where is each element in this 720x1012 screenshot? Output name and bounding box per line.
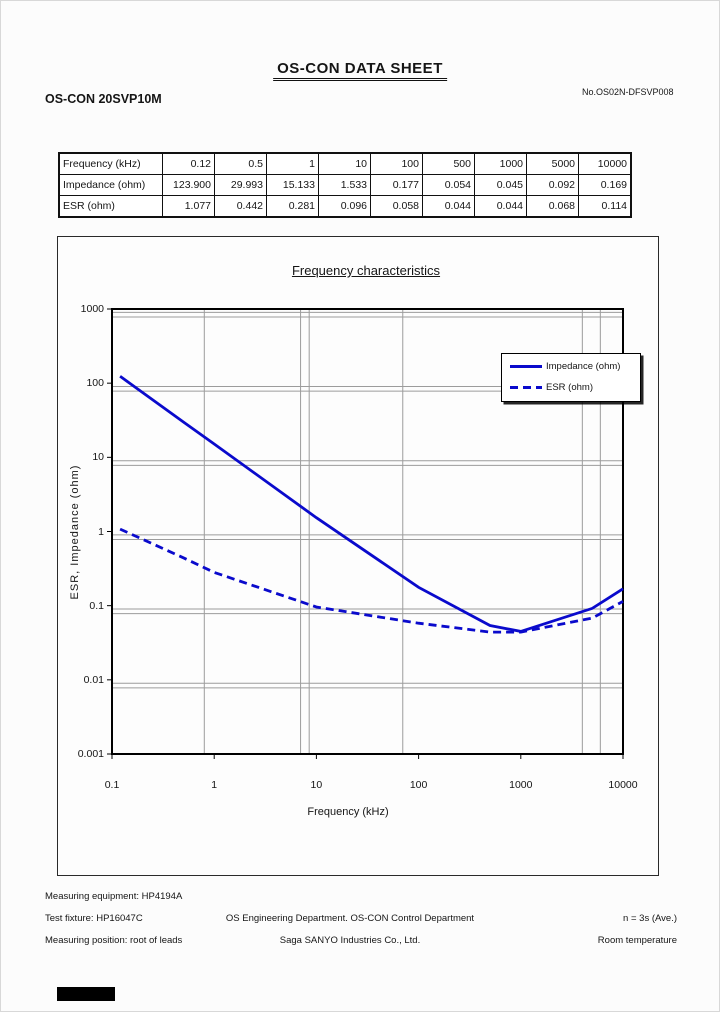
x-tick-label: 10000: [608, 779, 638, 791]
table-cell: 10: [318, 152, 371, 175]
table-row: ESR (ohm) 1.077 0.442 0.281 0.096 0.058 0.044 0…: [58, 195, 632, 218]
row-label: ESR (ohm): [58, 195, 163, 218]
document-title: OS-CON DATA SHEET: [273, 60, 447, 81]
y-tick-label: 0.001: [77, 748, 104, 760]
table-cell: 1000: [474, 152, 527, 175]
y-tick-label: 10: [92, 451, 104, 464]
footer-right-line: n = 3s (Ave.): [623, 913, 677, 924]
table-cell: 0.045: [474, 174, 527, 196]
series-esr: [119, 527, 624, 634]
table-cell: 0.281: [266, 195, 319, 218]
table-cell: 5000: [526, 152, 579, 175]
table-cell: 500: [422, 152, 475, 175]
legend-item-esr: ESR (ohm): [510, 381, 634, 394]
x-axis-label: Frequency (kHz): [307, 806, 389, 818]
table-cell: 15.133: [266, 174, 319, 196]
footer-left-line: Measuring position: root of leads: [45, 935, 183, 946]
footer-left-line: Test fixture: HP16047C: [45, 913, 143, 924]
table-cell: 0.12: [162, 152, 215, 175]
table-cell: 0.068: [526, 195, 579, 218]
y-tick-label: 0.1: [89, 599, 104, 612]
y-tick-label: 1: [98, 525, 104, 538]
document-number: No.OS02N-DFSVP008: [582, 87, 674, 97]
table-cell: 10000: [578, 152, 632, 175]
y-tick-label: 1000: [80, 303, 104, 315]
x-tick-label: 1000: [509, 779, 533, 791]
table-cell: 29.993: [214, 174, 267, 196]
legend-label: Impedance (ohm): [546, 361, 621, 372]
table-cell: 0.442: [214, 195, 267, 218]
table-row: Frequency (kHz) 0.12 0.5 1 10 100 500 1000 5000 1…: [58, 152, 632, 175]
frequency-table: Frequency (kHz) 0.12 0.5 1 10 100 500 1000 5000 1…: [58, 152, 632, 218]
row-label: Frequency (kHz): [58, 152, 163, 175]
table-cell: 0.058: [370, 195, 423, 218]
table-cell: 1.533: [318, 174, 371, 196]
y-tick-label: 0.01: [83, 673, 104, 686]
chart-legend: Impedance (ohm) ESR (ohm): [501, 353, 641, 402]
table-cell: 0.114: [578, 195, 632, 218]
x-tick-label: 100: [409, 779, 428, 791]
dashed-line-swatch: [510, 386, 542, 389]
footer-left-line: Measuring equipment: HP4194A: [45, 891, 183, 902]
footer-center-line: OS Engineering Department. OS-CON Contro…: [225, 913, 475, 924]
table-cell: 0.054: [422, 174, 475, 196]
x-tick-label: 1: [211, 779, 218, 791]
table-cell: 123.900: [162, 174, 215, 196]
legend-item-impedance: Impedance (ohm): [510, 360, 634, 373]
row-label: Impedance (ohm): [58, 174, 163, 196]
table-cell: 0.177: [370, 174, 423, 196]
table-cell: 100: [370, 152, 423, 175]
table-cell: 1: [266, 152, 319, 175]
y-tick-label: 100: [86, 377, 104, 390]
solid-line-swatch: [510, 365, 542, 368]
table-cell: 0.096: [318, 195, 371, 218]
footer-right-line: Room temperature: [597, 935, 677, 946]
frequency-chart: [107, 308, 624, 759]
part-number: OS-CON 20SVP10M: [45, 92, 162, 106]
table-row: Impedance (ohm) 123.900 29.993 15.133 1.533 0…: [58, 174, 632, 196]
series-impedance: [119, 375, 624, 633]
bottom-left-mark: [57, 987, 115, 1001]
x-tick-label: 10: [310, 779, 323, 791]
table-cell: 0.169: [578, 174, 632, 196]
table-cell: 1.077: [162, 195, 215, 218]
chart-title: Frequency characteristics: [291, 263, 441, 278]
table-cell: 0.092: [526, 174, 579, 196]
table-cell: 0.5: [214, 152, 267, 175]
table-cell: 0.044: [422, 195, 475, 218]
table-cell: 0.044: [474, 195, 527, 218]
chart-container: Frequency characteristics ESR, Impedance…: [57, 236, 659, 876]
footer-center-line: Saga SANYO Industries Co., Ltd.: [279, 935, 421, 946]
legend-label: ESR (ohm): [546, 382, 593, 393]
x-tick-label: 0.1: [104, 779, 120, 791]
